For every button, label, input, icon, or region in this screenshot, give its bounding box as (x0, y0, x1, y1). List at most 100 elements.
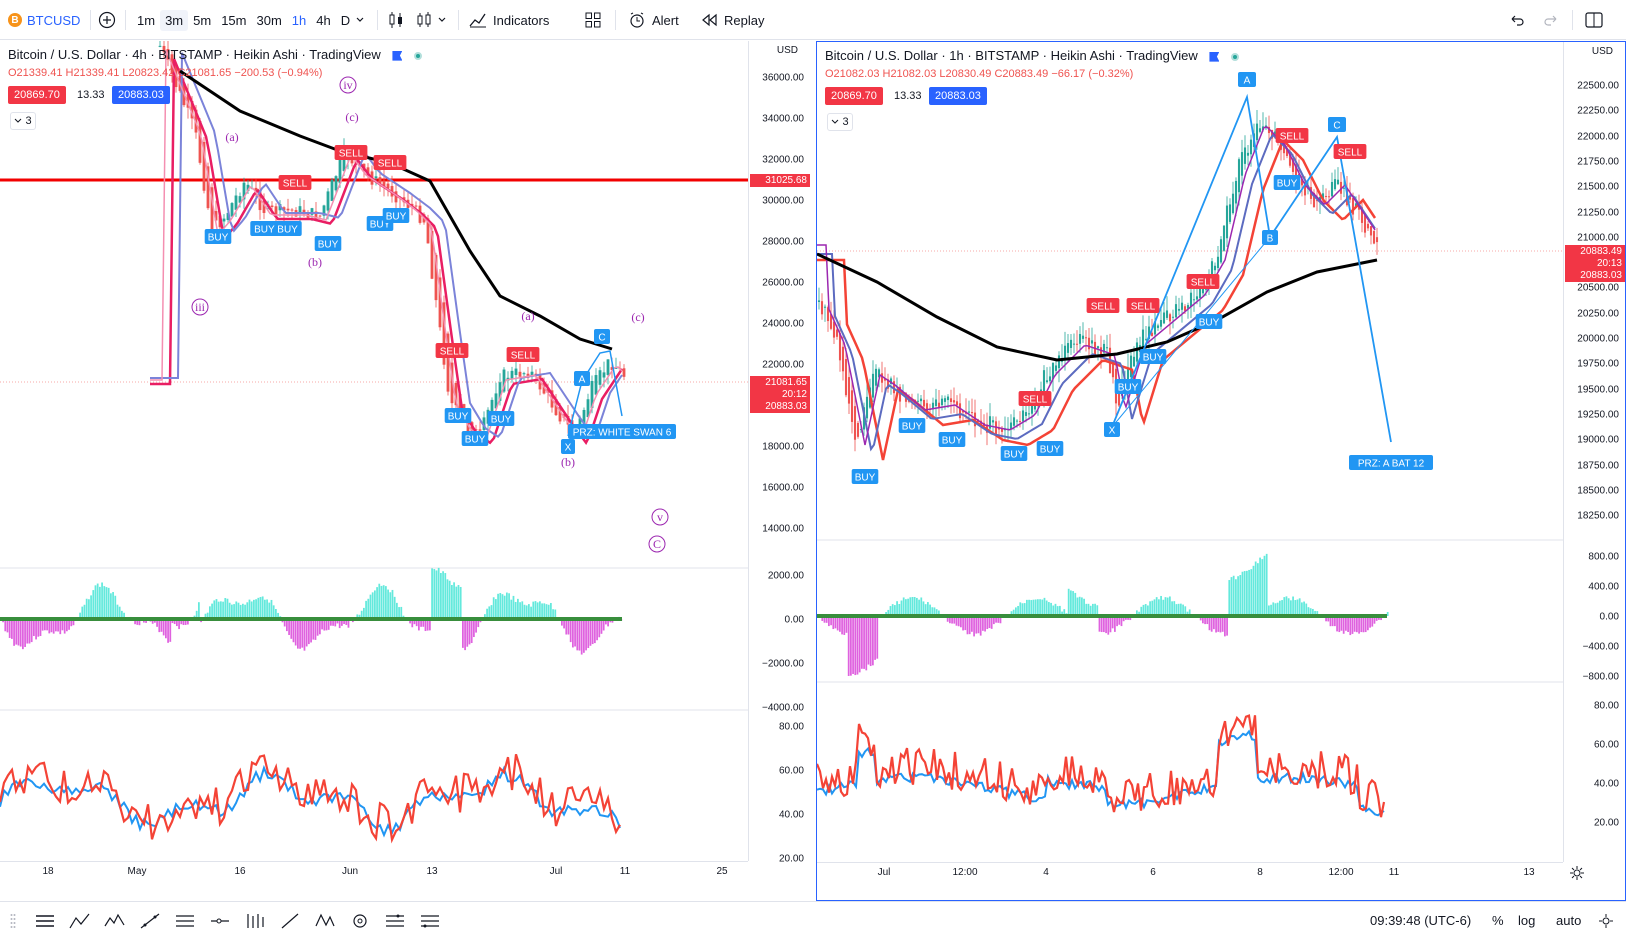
flag-icon[interactable] (1209, 51, 1220, 62)
time-tick: 8 (1257, 867, 1263, 878)
hist-bar (283, 619, 286, 627)
candle-body (302, 209, 306, 215)
left-time-axis[interactable]: 18 May 16 Jun 13 Jul 11 25 (0, 861, 748, 881)
buy-price-box[interactable]: 20883.03 (112, 86, 170, 104)
percent-toggle[interactable]: % (1492, 913, 1504, 928)
projection-icon[interactable] (415, 909, 445, 933)
hist-bar (323, 619, 326, 631)
right-chart-pane[interactable]: A C B X PRZ: A BAT 12 BUY BUY BUY BUY BUY BUY BUY BU… (816, 41, 1626, 901)
hist-bar (1279, 600, 1281, 616)
interval-4h[interactable]: 4h (316, 12, 331, 28)
sell-signal: SELL (1086, 298, 1120, 313)
interval-dropdown[interactable] (355, 0, 365, 40)
hist-bar (1312, 608, 1314, 616)
horizontal-ray-icon[interactable] (205, 909, 235, 933)
chart-type-dropdown[interactable] (437, 0, 447, 40)
auto-toggle[interactable]: auto (1556, 913, 1582, 928)
spread-value: 13.33 (894, 90, 922, 102)
hist-bar (1362, 616, 1365, 633)
interval-3m[interactable]: 3m (160, 9, 189, 31)
candle-body (494, 393, 498, 409)
buy-signal-text: BUY BUY (254, 225, 298, 236)
sell-price-box[interactable]: 20869.70 (8, 86, 66, 104)
hist-bar (971, 616, 973, 632)
abcd-pattern-icon[interactable] (65, 909, 95, 933)
redo-button[interactable] (1542, 0, 1560, 40)
layout-button[interactable] (1584, 0, 1604, 40)
left-chart-pane[interactable]: (a) iv (c) (b) iii (a) (c) (b) v C A C X PRZ: WHITE S… (0, 41, 810, 901)
chart-type-button[interactable] (414, 0, 434, 40)
hist-bar (1092, 603, 1094, 616)
interval-30m[interactable]: 30m (256, 12, 282, 28)
rsi-tick: 40.00 (778, 809, 804, 821)
candle-body (1180, 302, 1184, 310)
menu-icon[interactable] (30, 909, 60, 933)
sell-price-box[interactable]: 20869.70 (825, 87, 883, 105)
log-toggle[interactable]: log (1518, 913, 1536, 928)
right-chart-plot[interactable]: A C B X PRZ: A BAT 12 BUY BUY BUY BUY BUY BUY BUY BU… (817, 42, 1563, 862)
left-price-axis[interactable]: USD 36000.00 34000.00 32000.00 30000.00 2800… (748, 41, 810, 865)
line-tool-icon[interactable] (275, 909, 305, 933)
indicators-toggle[interactable]: 3 (10, 112, 36, 130)
interval-1h[interactable]: 1h (291, 12, 307, 28)
hist-bar (195, 610, 198, 619)
interval-15m[interactable]: 15m (221, 12, 247, 28)
hist-bar (435, 570, 438, 619)
bar-style-button[interactable] (386, 0, 406, 40)
right-price-axis[interactable]: USD 22500.00 22250.00 22000.00 21750.00 2150… (1563, 42, 1625, 862)
fib-channel-icon[interactable] (170, 909, 200, 933)
hist-bar (984, 616, 986, 632)
undo-button[interactable] (1508, 0, 1526, 40)
fullscreen-button[interactable] (1598, 902, 1614, 938)
candle-body (826, 307, 830, 322)
interval-D[interactable]: D (340, 12, 351, 28)
hist-bar (1081, 597, 1083, 616)
hist-bar (239, 604, 242, 619)
hist-bar (59, 619, 62, 635)
hist-bar (226, 598, 229, 619)
replay-button[interactable]: Replay (700, 0, 764, 40)
indicators-button[interactable]: Indicators (468, 0, 549, 40)
sell-signal-text: SELL (1131, 302, 1156, 313)
left-ohlc: O21339.41 H21339.41 L20823.42 C21081.65 … (8, 67, 322, 79)
symbol-search[interactable]: B BTCUSD (8, 0, 80, 40)
hist-bar (68, 619, 70, 630)
hist-bar (920, 597, 923, 616)
flag-icon[interactable] (392, 50, 403, 61)
compare-button[interactable] (98, 0, 116, 40)
currency-label[interactable]: USD (1591, 46, 1613, 57)
elliott-wave-icon[interactable] (100, 909, 130, 933)
hist-bar (376, 587, 378, 619)
hist-bar (839, 616, 841, 632)
clock-label[interactable]: 09:39:48 (UTC-6) (1370, 913, 1472, 928)
ema-line-pink (150, 58, 624, 446)
sell-signal-text: SELL (440, 347, 465, 358)
hist-bar (836, 616, 839, 631)
templates-button[interactable] (584, 0, 602, 40)
add-symbol-icon (98, 11, 116, 29)
interval-5m[interactable]: 5m (193, 12, 212, 28)
settings-gear-icon[interactable] (1569, 865, 1585, 881)
right-chart-title: Bitcoin / U.S. Dollar · 1h · BITSTAMP · … (825, 48, 1198, 63)
candle-body (1042, 370, 1046, 395)
bars-pattern-icon[interactable] (240, 909, 270, 933)
buy-price-box[interactable]: 20883.03 (929, 87, 987, 105)
right-time-axis[interactable]: Jul 12:00 4 6 8 12:00 11 13 (817, 862, 1584, 882)
alarm-clock-icon (630, 12, 644, 28)
currency-label[interactable]: USD (776, 45, 798, 56)
cycle-tool-icon[interactable] (345, 909, 375, 933)
hist-bar (1147, 605, 1149, 616)
alert-button[interactable]: Alert (628, 0, 679, 40)
xabcd-pattern-icon[interactable] (310, 909, 340, 933)
interval-1m[interactable]: 1m (137, 12, 156, 28)
drag-handle-icon[interactable] (6, 909, 20, 933)
trend-line-icon[interactable] (135, 909, 165, 933)
long-position-icon[interactable] (380, 909, 410, 933)
indicators-toggle[interactable]: 3 (827, 113, 853, 131)
candle-body (1222, 225, 1226, 251)
candle-body (1360, 207, 1364, 223)
hist-bar (105, 587, 108, 619)
pattern-point-b-text: B (1267, 234, 1274, 245)
candle-body (973, 412, 977, 427)
